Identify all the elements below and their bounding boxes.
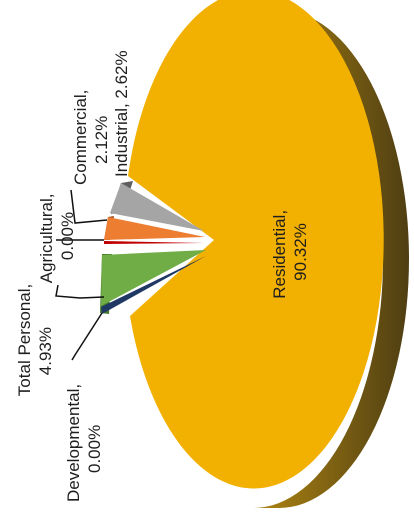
slice-total-personal xyxy=(100,250,206,314)
slice-residential xyxy=(128,0,409,508)
label-developmental-line1: Developmental, xyxy=(64,384,83,502)
slice-agricultural xyxy=(104,241,204,244)
label-commercial-line1: Commercial, xyxy=(71,90,90,185)
leader-line-total-personal xyxy=(55,284,105,299)
slice-developmental-top xyxy=(101,256,206,314)
label-residential-line1: Residential, xyxy=(270,210,289,299)
slice-industrial xyxy=(110,181,204,231)
slice-total-personal-top xyxy=(101,250,206,306)
leader-line-developmental xyxy=(71,312,103,361)
slice-commercial-top xyxy=(104,217,205,240)
slice-developmental xyxy=(101,256,206,314)
label-developmental-line2: 0.00% xyxy=(85,425,104,473)
label-agricultural-line1: Agricultural, xyxy=(37,193,56,283)
slice-commercial xyxy=(104,216,205,240)
leader-line-commercial xyxy=(70,189,108,224)
label-agricultural-line2: 0.00% xyxy=(58,212,77,260)
label-commercial: Commercial, 2.12% xyxy=(71,85,111,185)
label-developmental: Developmental, 0.00% xyxy=(64,379,104,502)
slice-industrial-top xyxy=(110,183,204,231)
slice-residential-top xyxy=(128,0,384,489)
label-agricultural: Agricultural, 0.00% xyxy=(37,189,77,284)
label-total-personal-line1: Total Personal, xyxy=(15,284,34,396)
label-total-personal-line2: 4.93% xyxy=(36,327,55,375)
label-total-personal: Total Personal, 4.93% xyxy=(15,279,55,396)
label-commercial-line2: 2.12% xyxy=(92,116,111,164)
label-residential: Residential, 90.32% xyxy=(270,205,310,299)
label-residential-line2: 90.32% xyxy=(291,223,310,281)
slice-agricultural-top xyxy=(104,241,204,244)
label-industrial: Industrial, 2.62% xyxy=(112,50,131,177)
